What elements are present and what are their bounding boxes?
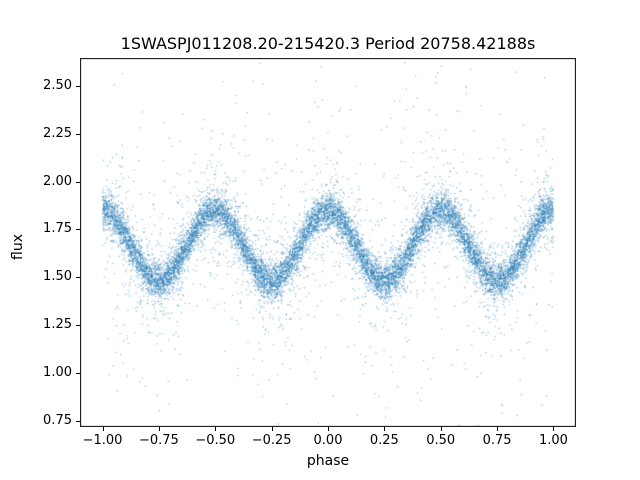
x-tick-mark <box>158 427 160 431</box>
y-tick-label: 1.00 <box>43 365 72 380</box>
x-tick-mark <box>328 427 329 431</box>
y-axis-label: flux <box>10 234 26 260</box>
x-tick-label: 0.75 <box>482 433 512 448</box>
y-tick-mark <box>76 229 80 231</box>
x-tick-label: −0.25 <box>251 433 292 448</box>
plot-area <box>80 58 576 427</box>
y-tick-mark <box>76 133 80 135</box>
y-tick-mark <box>76 85 80 87</box>
x-tick-mark <box>102 427 104 431</box>
y-tick-mark <box>76 420 80 422</box>
y-tick-label: 1.50 <box>43 269 72 285</box>
y-tick-label: 1.75 <box>43 221 72 237</box>
x-tick-label: −0.75 <box>138 433 179 448</box>
x-tick-label: −0.50 <box>195 433 236 448</box>
x-tick-label: 0.50 <box>426 433 456 448</box>
x-axis-label: phase <box>306 453 350 469</box>
y-tick-mark <box>76 181 80 183</box>
x-tick-label: 1.00 <box>538 433 568 448</box>
y-tick-mark <box>76 373 80 374</box>
chart-title: 1SWASPJ011208.20-215420.3 Period 20758.4… <box>120 34 536 53</box>
scatter-plot-canvas <box>80 58 576 427</box>
x-tick-mark <box>553 427 555 431</box>
y-tick-label: 2.50 <box>43 77 72 93</box>
x-tick-mark <box>384 427 386 431</box>
y-tick-label: 0.75 <box>43 412 72 428</box>
y-tick-label: 2.25 <box>43 125 72 141</box>
y-tick-label: 2.00 <box>43 173 72 189</box>
y-tick-mark <box>76 325 80 327</box>
y-tick-label: 1.25 <box>43 317 72 333</box>
x-tick-label: −1.00 <box>82 433 123 448</box>
x-tick-mark <box>215 427 217 431</box>
x-tick-mark <box>271 427 273 431</box>
x-tick-mark <box>497 427 499 431</box>
y-tick-mark <box>76 277 80 279</box>
x-tick-label: 0.00 <box>313 433 343 448</box>
x-tick-mark <box>440 427 442 431</box>
x-tick-label: 0.25 <box>369 433 399 448</box>
